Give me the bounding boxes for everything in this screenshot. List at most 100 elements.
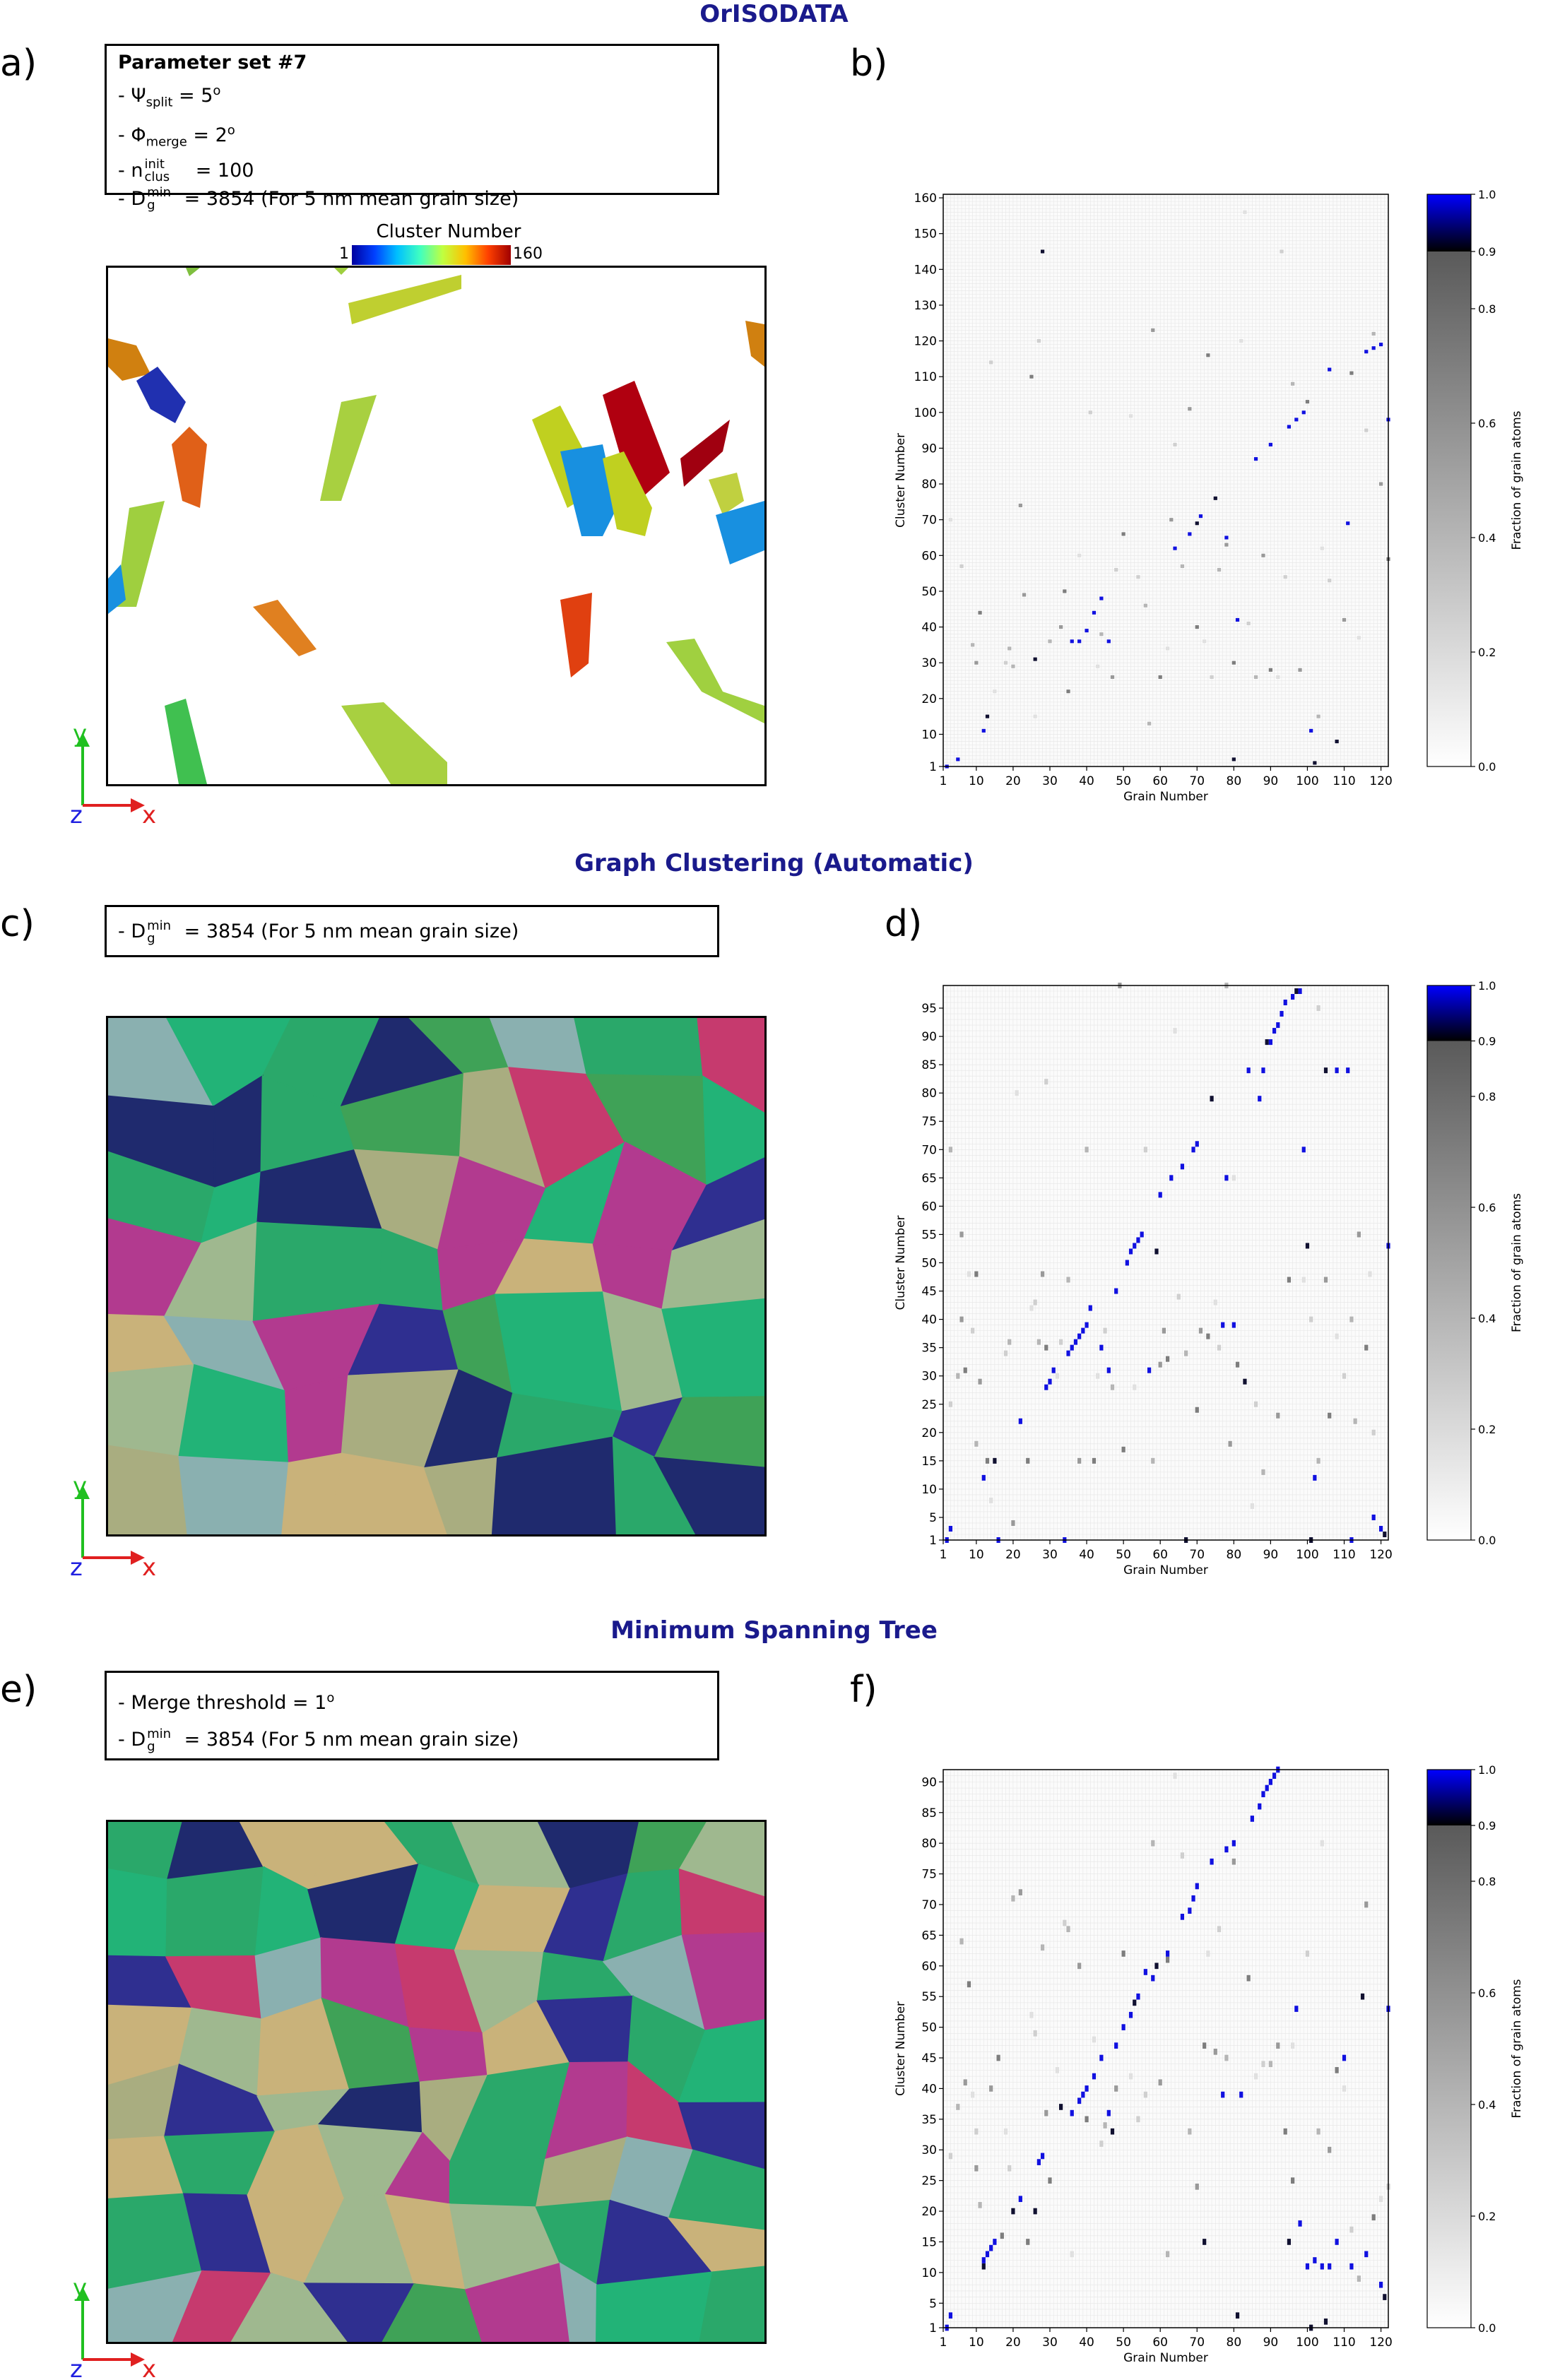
- n-sup: init: [144, 157, 165, 172]
- blue-cell: [1231, 1840, 1236, 1847]
- x-tick-label: 120: [1369, 2335, 1392, 2350]
- gray-cell: [1368, 1271, 1372, 1277]
- axis-label-y: y: [73, 2278, 87, 2302]
- grain-region: [423, 1457, 499, 1534]
- blue-cell: [1136, 1993, 1140, 2000]
- gray-cell: [1044, 2109, 1048, 2116]
- gray-cell: [1253, 2073, 1258, 2080]
- blue-cell: [1250, 1816, 1254, 1822]
- y-axis-label: Cluster Number: [894, 1215, 908, 1310]
- blue-cell: [1328, 2263, 1332, 2270]
- dark-cell: [1154, 1248, 1159, 1255]
- y-tick-label: 95: [921, 1002, 937, 1016]
- gray-cell: [1291, 381, 1295, 386]
- n-scripts: init clus: [144, 158, 170, 184]
- gray-cell: [1224, 2054, 1229, 2061]
- gray-cell: [1188, 2128, 1192, 2135]
- gray-cell: [1276, 1412, 1280, 1419]
- x-tick-label: 110: [1333, 1548, 1355, 1562]
- gray-cell: [1316, 1457, 1320, 1464]
- gray-cell: [1169, 518, 1174, 522]
- x-tick-label: 50: [1116, 774, 1131, 788]
- colorbar-label: Fraction of grain atoms: [1510, 1193, 1524, 1332]
- merge-threshold-text: - Merge threshold = 1: [118, 1692, 327, 1714]
- gray-cell: [1320, 546, 1324, 550]
- graph-grain-render: [108, 1018, 764, 1534]
- gray-cell: [996, 2054, 1000, 2061]
- blue-cell: [1221, 1322, 1225, 1328]
- mst-grain-render: [108, 1822, 764, 2342]
- grain-region: [702, 1075, 764, 1187]
- psi-value: = 5: [172, 85, 213, 107]
- grain-region: [654, 1396, 764, 1469]
- gray-cell: [1228, 1440, 1232, 1447]
- cluster-number-colorbar: Cluster Number 1 160: [339, 221, 544, 271]
- gray-cell: [1121, 1446, 1125, 1452]
- gray-cell: [1335, 1333, 1339, 1339]
- grain-region: [612, 1435, 697, 1534]
- blue-cell: [1261, 1067, 1265, 1074]
- x-axis-label: Grain Number: [1123, 790, 1208, 804]
- gray-cell: [1166, 1956, 1170, 1963]
- gray-cell: [1342, 617, 1347, 622]
- parameter-box-isodata: Parameter set #7 - Ψsplit = 5o - Φmerge …: [105, 44, 719, 212]
- gray-cell: [1085, 1147, 1089, 1153]
- gray-cell: [948, 1147, 953, 1153]
- x-tick-label: 20: [1005, 2335, 1021, 2350]
- colorbar-tick-label: 0.8: [1478, 1090, 1496, 1103]
- dark-cell: [1154, 1962, 1159, 1970]
- grain-sliver: [108, 564, 126, 614]
- grain-region: [108, 2270, 203, 2342]
- blue-cell: [1301, 410, 1306, 415]
- gray-cell: [1158, 675, 1162, 679]
- gray-cell: [1195, 1407, 1199, 1413]
- y-tick-label: 60: [921, 1960, 937, 1974]
- y-tick-label: 35: [921, 1342, 937, 1356]
- blue-cell: [1070, 2109, 1074, 2116]
- gray-cell: [1158, 1361, 1162, 1368]
- blue-cell: [1224, 1175, 1229, 1181]
- grain-sliver: [186, 268, 200, 276]
- y-tick-label: 15: [921, 2235, 937, 2249]
- blue-cell: [1328, 367, 1332, 372]
- grain-region: [681, 1932, 764, 2032]
- gray-cell: [1026, 2239, 1030, 2245]
- gray-cell: [1018, 1889, 1022, 1895]
- y-tick-label: 70: [921, 514, 937, 528]
- blue-cell: [1051, 1367, 1056, 1373]
- gray-cell: [1055, 2067, 1060, 2073]
- x-tick-label: 40: [1079, 1548, 1094, 1562]
- blue-cell: [1195, 1141, 1199, 1147]
- blue-cell: [1169, 1175, 1174, 1181]
- grain-region: [661, 1219, 764, 1310]
- gray-cell: [1328, 2146, 1332, 2153]
- gray-cell: [1048, 2177, 1052, 2184]
- blue-cell: [1099, 596, 1104, 600]
- section-title-mst: Minimum Spanning Tree: [610, 1616, 938, 1645]
- blue-cell: [981, 728, 986, 733]
- y-tick-label: 85: [921, 1806, 937, 1820]
- y-tick-label: 150: [914, 227, 937, 242]
- gray-cell: [1036, 1339, 1041, 1345]
- gray-cell: [1085, 2116, 1089, 2123]
- y-tick-label: 70: [921, 1143, 937, 1157]
- gray-cell: [1316, 2128, 1320, 2135]
- gray-cell: [1328, 1412, 1332, 1419]
- x-tick-label: 70: [1189, 1548, 1205, 1562]
- y-tick-label: 40: [921, 1313, 937, 1327]
- gray-cell: [1173, 1028, 1177, 1034]
- blue-cell: [1066, 1350, 1070, 1356]
- grain-region: [699, 2266, 764, 2342]
- x-tick-label: 90: [1263, 1548, 1279, 1562]
- gray-cell: [1059, 625, 1063, 629]
- panel-label-c: c): [0, 903, 35, 945]
- gray-cell: [1320, 1840, 1324, 1847]
- blue-cell: [1253, 457, 1258, 461]
- axis-label-z: z: [70, 1553, 83, 1582]
- y-tick-label: 65: [921, 1929, 937, 1943]
- blue-cell: [1077, 2097, 1082, 2104]
- grain-region: [574, 1018, 704, 1078]
- gray-cell: [1224, 543, 1229, 547]
- gray-cell: [1291, 2177, 1295, 2184]
